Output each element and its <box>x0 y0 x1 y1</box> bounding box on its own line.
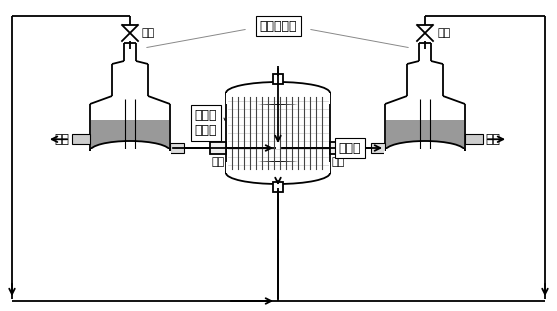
Ellipse shape <box>386 142 464 160</box>
Bar <box>170 143 184 153</box>
Text: 黑磷结晶器: 黑磷结晶器 <box>259 20 297 33</box>
Text: 黑磷: 黑磷 <box>55 133 70 146</box>
Bar <box>465 134 483 144</box>
Text: 阀门: 阀门 <box>331 157 345 167</box>
Bar <box>226 162 330 173</box>
Bar <box>226 93 330 104</box>
Text: 固定床
反应器: 固定床 反应器 <box>195 109 217 137</box>
Bar <box>226 93 330 173</box>
Bar <box>386 149 464 159</box>
Bar <box>384 151 466 162</box>
Bar <box>91 120 169 159</box>
Text: 阀门: 阀门 <box>142 28 155 38</box>
Ellipse shape <box>91 142 169 160</box>
Text: 催化剂: 催化剂 <box>339 142 361 155</box>
Bar <box>273 74 283 84</box>
Bar <box>386 120 464 159</box>
Bar <box>91 149 169 159</box>
Ellipse shape <box>226 82 330 104</box>
Text: 黑磷: 黑磷 <box>486 133 501 146</box>
Text: 阀门: 阀门 <box>211 157 224 167</box>
Bar <box>330 142 346 154</box>
Bar <box>273 182 283 192</box>
Bar <box>371 143 385 153</box>
Bar <box>72 134 90 144</box>
Text: 阀门: 阀门 <box>437 28 450 38</box>
Ellipse shape <box>226 162 330 184</box>
Ellipse shape <box>90 141 170 161</box>
Bar <box>210 142 226 154</box>
Ellipse shape <box>385 141 465 161</box>
Bar <box>89 151 171 162</box>
